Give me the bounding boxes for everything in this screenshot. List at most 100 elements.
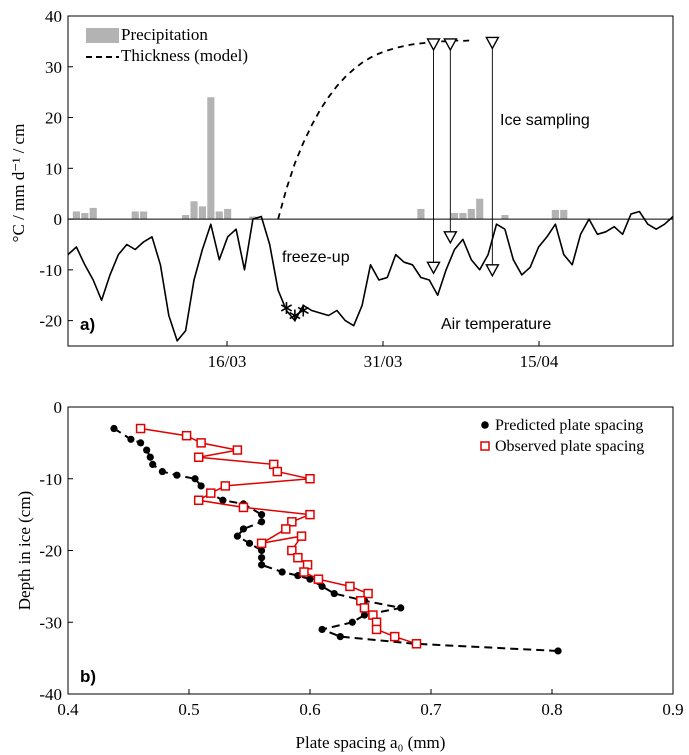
predicted-point (330, 589, 338, 598)
legend-label: Precipitation (121, 25, 208, 44)
panel-b-ylabel: Depth in ice (cm) (15, 491, 34, 610)
precipitation-bar (182, 215, 190, 220)
predicted-point (258, 518, 266, 526)
freeze-up-marker (280, 301, 293, 314)
precipitation-bar (476, 198, 484, 220)
x-tick-label: 0.6 (299, 700, 320, 719)
x-tick-label: 0.8 (541, 700, 562, 719)
panel-b-legend: Predicted plate spacing Observed plate sp… (480, 417, 644, 455)
observed-point (281, 524, 291, 534)
predicted-point (258, 546, 266, 555)
y-tick-label: -10 (39, 470, 62, 489)
predicted-point (197, 482, 205, 490)
predicted-point (554, 647, 562, 655)
observed-point (256, 538, 267, 549)
observed-point (238, 502, 249, 513)
observed-point (287, 545, 297, 556)
precipitation-bar (215, 211, 223, 220)
ice-sampling-marker (485, 264, 500, 278)
panel-a-label: a) (80, 315, 95, 334)
panel-b-lines (110, 423, 562, 655)
predicted-point (146, 453, 154, 461)
observed-point (371, 624, 382, 635)
y-tick-label: -20 (39, 312, 62, 331)
freeze-up-marker (297, 304, 309, 317)
y-tick-label: -30 (39, 613, 62, 632)
air-temperature-line (67, 210, 674, 342)
observed-point (389, 631, 400, 642)
legend-label: Observed plate spacing (495, 438, 644, 455)
precipitation-bar (467, 208, 475, 220)
panel-a: -20 -10 0 10 20 30 40 16/03 31/03 15/04 °C / mm d… (9, 7, 674, 371)
precipitation-bar (89, 207, 97, 220)
precipitation-bar (207, 97, 215, 220)
x-tick-label: 16/03 (208, 352, 247, 371)
precipitation-bar (190, 201, 198, 220)
predicted-point (239, 525, 248, 533)
observed-point (359, 603, 370, 613)
ice-sampling-marker (485, 36, 500, 50)
y-tick-label: 0 (54, 398, 63, 417)
air-temperature-annotation: Air temperature (441, 316, 551, 333)
ice-sampling-marker (443, 38, 458, 52)
y-tick-label: 30 (45, 58, 62, 77)
observed-point (299, 567, 309, 577)
predicted-point (258, 561, 266, 569)
freeze-up-annotation: freeze-up (282, 249, 350, 266)
legend-predicted-swatch (481, 421, 489, 429)
predicted-point (306, 575, 314, 583)
precipitation-bar (249, 216, 257, 220)
panel-b-axes: 0.4 0.5 0.6 0.7 0.8 0.9 0 -10 -20 -30 -40 (39, 398, 683, 719)
panel-a-ylabel: °C / mm d⁻¹ / cm (9, 124, 28, 243)
y-tick-label: 10 (45, 159, 62, 178)
y-tick-label: -40 (39, 685, 62, 704)
observed-point (411, 639, 422, 649)
legend-observed-swatch (480, 441, 490, 451)
predicted-point (158, 467, 166, 476)
precipitation-bar (459, 212, 467, 220)
x-tick-label: 15/04 (520, 352, 559, 371)
predicted-point (336, 633, 344, 641)
predicted-point (233, 532, 241, 540)
ice-sampling-marker (426, 261, 441, 275)
precipitation-bar (560, 209, 568, 220)
precipitation-bar (72, 211, 80, 220)
precipitation-bar (198, 206, 207, 220)
precipitation-bar (501, 215, 509, 220)
panel-a-frame (67, 15, 674, 347)
legend-precipitation-swatch (86, 28, 119, 43)
panel-b: 0.4 0.5 0.6 0.7 0.8 0.9 0 -10 -20 -30 -40 Plate sp… (15, 398, 684, 752)
predicted-point (245, 539, 254, 547)
predicted-point (191, 475, 199, 483)
panel-a-axes: -20 -10 0 10 20 30 40 16/03 31/03 15/04 (39, 7, 559, 371)
observed-point (206, 488, 216, 498)
precipitation-bar (450, 212, 459, 220)
observed-point (135, 423, 146, 434)
y-tick-label: 0 (54, 210, 63, 229)
precipitation-bar (140, 211, 148, 220)
thickness-model-line (277, 39, 472, 220)
precipitation-bar (417, 208, 425, 220)
legend-label: Predicted plate spacing (495, 417, 643, 434)
panel-b-xlabel: Plate spacing a₀ (mm) (296, 733, 446, 752)
predicted-point (143, 446, 151, 454)
observed-point (181, 430, 192, 441)
x-tick-label: 0.4 (57, 700, 79, 719)
observed-point (287, 517, 297, 527)
predicted-point (278, 568, 286, 576)
precipitation-bar (224, 208, 232, 220)
predicted-point (318, 625, 326, 634)
observed-point (296, 531, 307, 541)
predicted-point (318, 582, 326, 590)
predicted-point (127, 435, 135, 443)
y-tick-label: 20 (45, 109, 62, 128)
predicted-point (258, 554, 266, 562)
observed-point (293, 552, 303, 563)
predicted-point (258, 511, 266, 519)
observed-point (345, 581, 355, 592)
precipitation-bar (81, 212, 89, 220)
observed-point (305, 474, 315, 484)
predicted-point (137, 439, 145, 447)
precipitation-bar (551, 209, 559, 220)
